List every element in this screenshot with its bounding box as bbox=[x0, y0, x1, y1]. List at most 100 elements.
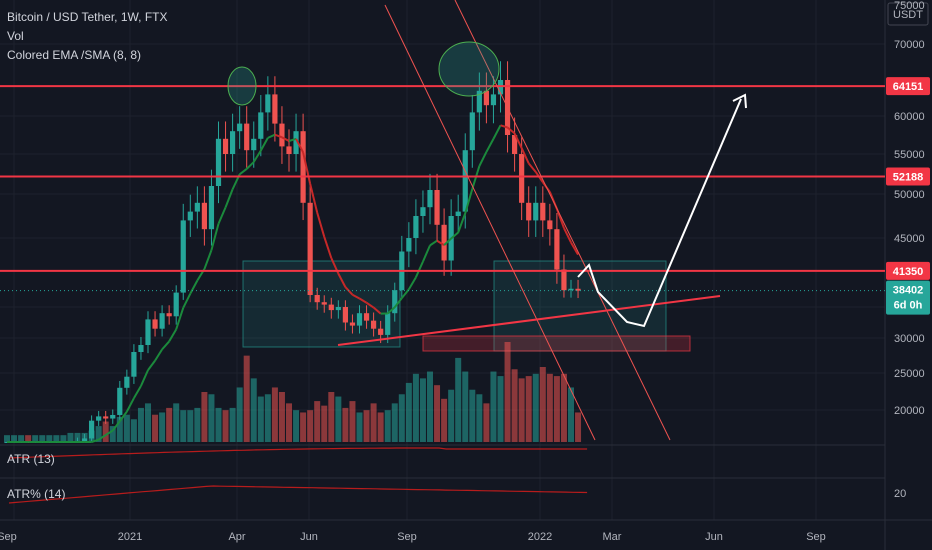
volume-bar bbox=[575, 412, 582, 442]
ema-segment bbox=[527, 162, 537, 173]
symbol-legend[interactable]: Bitcoin / USD Tether, 1W, FTX bbox=[7, 10, 168, 24]
volume-bar bbox=[173, 403, 180, 442]
volume-bar bbox=[412, 373, 419, 442]
candle-body bbox=[159, 313, 165, 329]
candle-body bbox=[371, 320, 377, 329]
ema-segment bbox=[387, 306, 396, 315]
candle-body bbox=[152, 319, 158, 329]
price-tick: 50000 bbox=[894, 189, 925, 201]
price-tick: 20000 bbox=[894, 405, 925, 417]
price-tick: 45000 bbox=[894, 233, 925, 245]
volume-bar bbox=[427, 371, 433, 442]
candle-body bbox=[194, 202, 200, 212]
price-tick: 55000 bbox=[894, 149, 925, 161]
candle-body bbox=[413, 216, 419, 238]
candle-body bbox=[300, 131, 306, 203]
candle-body bbox=[519, 154, 525, 203]
volume-bar bbox=[102, 421, 109, 442]
volume-bar bbox=[497, 376, 504, 442]
price-axis[interactable]: USDT750007000060000550005000045000350003… bbox=[886, 0, 930, 500]
volume-bar bbox=[342, 407, 349, 442]
ema-segment bbox=[407, 276, 417, 290]
volume-bar bbox=[46, 435, 53, 442]
candle-body bbox=[363, 313, 370, 321]
volume-bar bbox=[532, 373, 539, 442]
candle-body bbox=[215, 138, 222, 186]
volume-bar bbox=[568, 387, 574, 442]
drawings bbox=[0, 0, 885, 441]
ema-segment bbox=[365, 301, 375, 309]
ema-segment bbox=[98, 434, 107, 441]
candle-body bbox=[497, 80, 504, 95]
candle-body bbox=[222, 138, 229, 154]
candle-body bbox=[540, 202, 546, 221]
candle-body bbox=[187, 211, 193, 221]
ema-segment bbox=[133, 385, 142, 399]
volume-bar bbox=[384, 410, 391, 442]
candle-body bbox=[554, 229, 560, 270]
candle-body bbox=[420, 207, 426, 216]
time-label: Jun bbox=[705, 531, 723, 543]
ema-segment bbox=[422, 244, 431, 262]
volume-bar bbox=[145, 403, 151, 442]
candle-body bbox=[441, 224, 447, 261]
atrp-pane-label[interactable]: ATR% (14) bbox=[7, 487, 66, 501]
volume-bar bbox=[441, 398, 448, 442]
candle-body bbox=[342, 307, 348, 323]
volume-bar bbox=[180, 410, 187, 442]
volume-bar bbox=[271, 387, 278, 442]
volume-bar bbox=[60, 435, 67, 442]
projection-path bbox=[577, 98, 742, 328]
volume-bar bbox=[560, 373, 567, 442]
ema-segment bbox=[443, 237, 452, 246]
volume-bar bbox=[314, 401, 321, 442]
candle-body bbox=[434, 190, 440, 225]
volume-bar bbox=[74, 432, 81, 442]
channel-line-lower bbox=[384, 4, 596, 441]
ema-segment bbox=[563, 227, 572, 243]
ema-segment bbox=[450, 231, 459, 240]
volume-bar bbox=[208, 394, 215, 442]
ema-segment bbox=[281, 136, 290, 142]
volume-bar bbox=[116, 417, 123, 442]
ema-segment bbox=[182, 293, 192, 309]
price-tick-top: 75000 bbox=[894, 0, 925, 12]
volume-bar bbox=[123, 414, 130, 442]
candle-body bbox=[166, 313, 172, 317]
candle-body bbox=[476, 90, 482, 113]
volume-bar bbox=[293, 410, 300, 442]
volume-bar bbox=[243, 355, 250, 442]
candle-body bbox=[314, 295, 320, 303]
candle-body bbox=[490, 94, 497, 106]
ema-segment bbox=[316, 212, 326, 238]
ema-segment bbox=[168, 328, 178, 342]
volume-bar bbox=[370, 403, 377, 442]
ema-segment bbox=[520, 147, 530, 164]
atr-pane-label[interactable]: ATR (13) bbox=[7, 452, 55, 466]
ema-segment bbox=[140, 369, 149, 387]
volume-bar bbox=[462, 371, 469, 442]
ema-segment bbox=[210, 223, 220, 251]
ema-segment bbox=[500, 124, 508, 129]
volume-bar bbox=[476, 394, 483, 442]
candle-body bbox=[201, 202, 207, 230]
ema-legend[interactable]: Colored EMA /SMA (8, 8) bbox=[7, 48, 142, 62]
candle-body bbox=[455, 211, 461, 216]
volume-bar bbox=[511, 369, 518, 442]
candle-body bbox=[117, 387, 123, 415]
ema-segment bbox=[436, 239, 445, 246]
candle-body bbox=[96, 416, 102, 421]
ema-segment bbox=[323, 236, 333, 259]
atrp-axis-tick: 20 bbox=[894, 488, 906, 500]
ema-segment bbox=[478, 151, 488, 167]
ema-segment bbox=[118, 411, 128, 422]
current-price-tag bbox=[886, 280, 930, 315]
candle-body bbox=[131, 352, 137, 377]
candle-body bbox=[483, 90, 489, 106]
time-axis[interactable]: Sep 2021 Apr Jun Sep 2022 Mar Jun Sep bbox=[0, 531, 826, 543]
candle-body bbox=[378, 328, 384, 335]
atr-line bbox=[8, 447, 588, 459]
volume-legend[interactable]: Vol bbox=[7, 29, 24, 43]
ema-segment bbox=[259, 137, 269, 152]
